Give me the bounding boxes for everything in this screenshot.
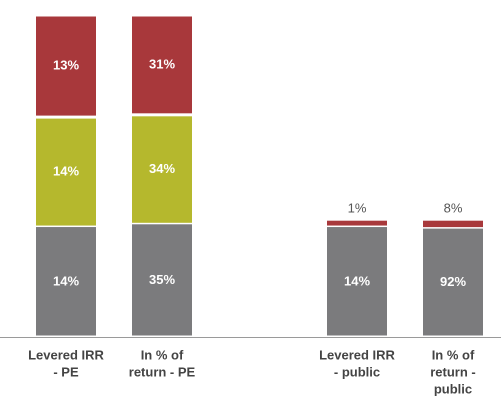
value-label: 31%: [149, 56, 175, 71]
value-label: 13%: [53, 57, 79, 72]
bar-segment: [132, 224, 192, 336]
value-label: 34%: [149, 161, 175, 176]
x-tick-label: return - PE: [129, 364, 196, 379]
value-label: 8%: [444, 201, 463, 216]
x-tick-label: return -: [430, 364, 476, 379]
value-label: 14%: [53, 273, 79, 288]
value-label: 14%: [344, 273, 370, 288]
bar-segment: [327, 220, 387, 226]
x-tick-label: - PE: [53, 364, 79, 379]
value-label: 35%: [149, 272, 175, 287]
x-tick-label: - public: [334, 364, 380, 379]
x-tick-label: In % of: [432, 347, 475, 362]
bar-segment: [132, 116, 192, 223]
x-tick-label: public: [434, 381, 472, 396]
bar-segment: [423, 220, 483, 228]
value-label: 14%: [53, 164, 79, 179]
x-tick-label: In % of: [141, 347, 184, 362]
bar-segment: [36, 118, 96, 226]
value-label: 1%: [348, 201, 367, 216]
bar-segment: [423, 228, 483, 336]
bar-segment: [132, 16, 192, 114]
bar-segment: [36, 227, 96, 336]
x-tick-label: Levered IRR: [28, 347, 104, 362]
x-tick-label: Levered IRR: [319, 347, 395, 362]
bar-segment: [36, 16, 96, 116]
bar-segment: [327, 227, 387, 336]
value-label: 92%: [440, 274, 466, 289]
